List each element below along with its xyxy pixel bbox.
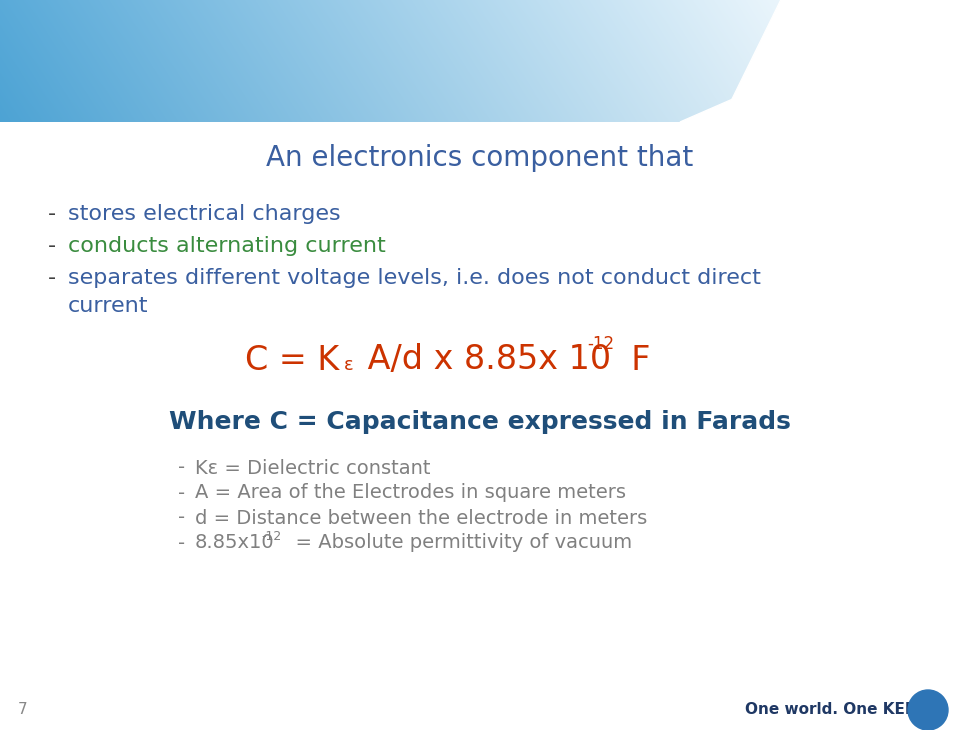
Text: current: current [68,296,149,316]
Text: -: - [178,483,185,502]
Text: ε: ε [344,356,353,374]
Text: -12: -12 [261,529,281,542]
Text: stores electrical charges: stores electrical charges [68,204,341,224]
Text: -12: -12 [587,335,614,353]
Text: = Absolute permittivity of vacuum: = Absolute permittivity of vacuum [283,534,632,553]
Text: conducts alternating current: conducts alternating current [68,236,386,256]
Circle shape [908,690,948,730]
Text: An electronics component that: An electronics component that [266,144,694,172]
Text: ™: ™ [905,52,912,58]
Text: One world. One KEMET.: One world. One KEMET. [745,702,944,718]
Polygon shape [680,0,960,122]
Text: A/d x 8.85x 10: A/d x 8.85x 10 [357,344,612,377]
Text: 8.85x10: 8.85x10 [195,534,275,553]
Polygon shape [720,0,960,122]
Text: -: - [178,534,185,553]
Text: Where C = Capacitance expressed in Farads: Where C = Capacitance expressed in Farad… [169,410,791,434]
Text: Kε = Dielectric constant: Kε = Dielectric constant [195,458,430,477]
Text: -: - [178,509,185,528]
Text: CAPACITOR: CAPACITOR [28,45,256,79]
Text: CHARGED.: CHARGED. [832,52,893,62]
Text: The Capacitance Company: The Capacitance Company [820,12,942,21]
Text: -: - [178,458,185,477]
Text: separates different voltage levels, i.e. does not conduct direct: separates different voltage levels, i.e.… [68,268,761,288]
Text: A = Area of the Electrodes in square meters: A = Area of the Electrodes in square met… [195,483,626,502]
Text: -: - [48,236,56,256]
Text: -: - [48,204,56,224]
Text: 7: 7 [18,702,28,718]
Text: KEMET: KEMET [815,30,921,58]
Text: d = Distance between the electrode in meters: d = Distance between the electrode in me… [195,509,647,528]
Text: F: F [610,344,651,377]
Text: -: - [48,268,56,288]
Text: C = K: C = K [245,344,339,377]
